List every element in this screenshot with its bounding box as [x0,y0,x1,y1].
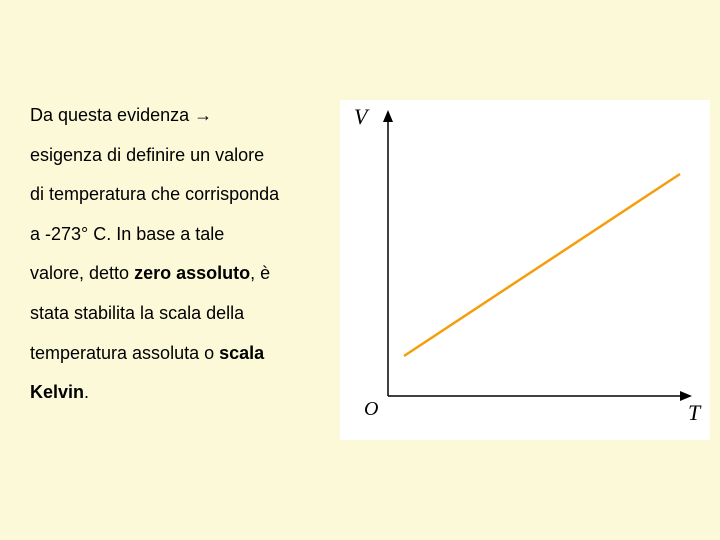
text-line7a: temperatura assoluta o [30,343,219,363]
text-line3: di temperatura che corrisponda [30,175,340,215]
body-text: Da questa evidenza → esigenza di definir… [30,96,340,413]
text-line6: stata stabilita la scala della [30,294,340,334]
y-axis-label: V [354,104,367,130]
text-line5c: , è [250,263,270,283]
text-line5a: valore, detto [30,263,134,283]
text-line2: esigenza di definire un valore [30,136,340,176]
y-axis-arrowhead [383,110,393,122]
origin-label: O [364,398,378,421]
vt-chart: V T O [340,100,710,440]
x-axis-label: T [688,400,700,426]
text-line8: Kelvin [30,382,84,402]
arrow-icon: → [194,105,212,125]
text-line8b: . [84,382,89,402]
data-line [404,174,680,356]
text-line4: a -273° C. In base a tale [30,215,340,255]
text-line1a: Da questa evidenza [30,105,194,125]
text-line7b: scala [219,343,264,363]
text-line5b: zero assoluto [134,263,250,283]
chart-svg [340,100,710,440]
